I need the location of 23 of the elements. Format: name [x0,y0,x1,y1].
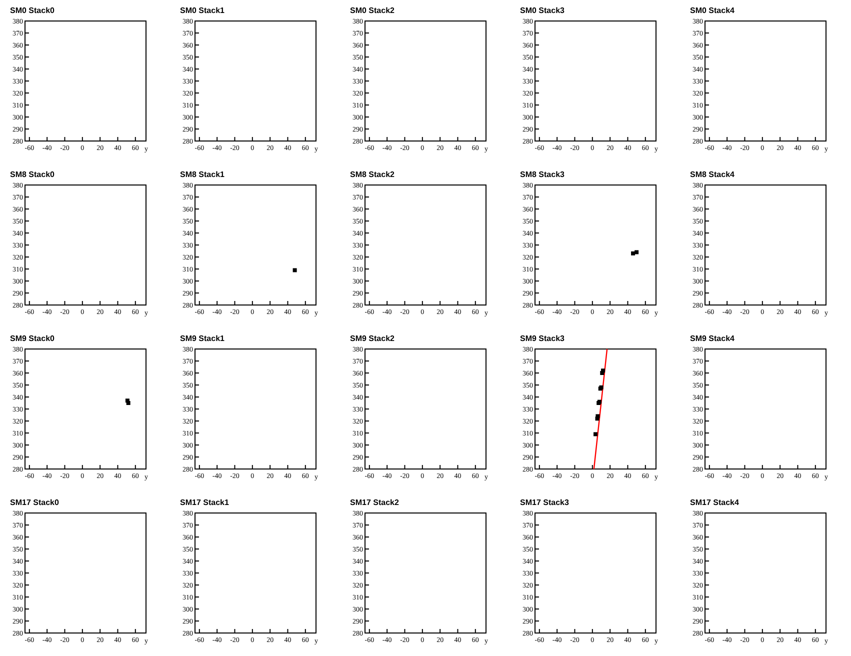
chart-title: SM0 Stack4 [690,6,736,15]
chart-title: SM17 Stack2 [350,498,400,507]
chart-title: SM9 Stack3 [520,334,566,343]
chart-title: SM0 Stack2 [350,6,396,15]
chart-title: SM0 Stack0 [10,6,56,15]
point [594,432,598,436]
chart-title: SM9 Stack1 [180,334,226,343]
point [601,368,606,373]
chart-title: SM17 Stack1 [180,498,230,507]
chart-title: SM9 Stack4 [690,334,736,343]
chart-title: SM0 Stack1 [180,6,226,15]
chart-title: SM8 Stack3 [520,170,566,179]
chart-title: SM8 Stack2 [350,170,396,179]
chart-title: SM8 Stack1 [180,170,226,179]
chart-title: SM9 Stack0 [10,334,56,343]
chart-title: SM17 Stack4 [690,498,740,507]
chart-title: SM8 Stack0 [10,170,56,179]
chart-title: SM8 Stack4 [690,170,736,179]
point [596,414,600,418]
chart-title: SM17 Stack0 [10,498,60,507]
chart-title: SM0 Stack3 [520,6,566,15]
chart-title: SM9 Stack2 [350,334,396,343]
chart-title: SM17 Stack3 [520,498,570,507]
